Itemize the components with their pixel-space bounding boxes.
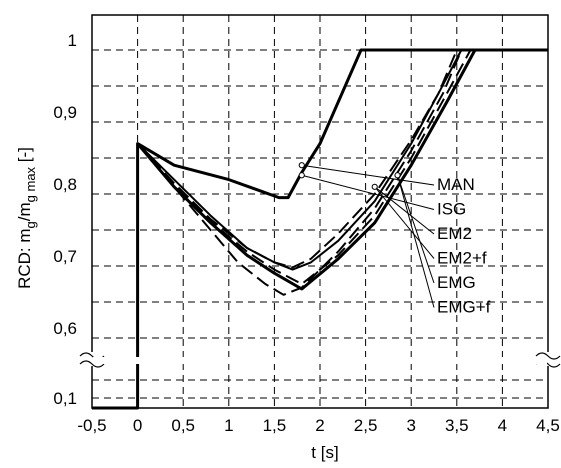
x-tick-label: 0: [133, 416, 142, 435]
series-lines: [92, 48, 548, 410]
legend-label-emg: EMG: [437, 273, 476, 292]
y-tick-label: 0,7: [53, 247, 77, 266]
legend: MAN ISG EM2 EM2+f EMG EMG+f: [437, 175, 491, 317]
plot-frame: [91, 14, 549, 409]
x-tick-label: 0,5: [171, 416, 195, 435]
x-tick-label: 2: [315, 416, 324, 435]
annotation-marker: [298, 162, 305, 169]
y-axis-label-base: RCD: m: [15, 228, 34, 288]
x-tick-label: -0,5: [77, 416, 106, 435]
y-tick-label: 0,9: [53, 103, 77, 122]
axis-break-mark: [535, 352, 561, 360]
x-tick-label: 3: [406, 416, 415, 435]
x-tick-label: 1: [224, 416, 233, 435]
annotation-marker: [394, 172, 401, 179]
legend-leader-line: [397, 175, 435, 308]
y-tick-label: 0,8: [53, 175, 77, 194]
y-tick-label: 0,1: [53, 389, 77, 408]
legend-leader-line: [374, 186, 435, 259]
x-tick-label: 1,5: [263, 416, 287, 435]
series-line-man: [92, 48, 548, 410]
y-tick-labels: 0,1 0,6 0,7 0,8 0,9 1: [53, 31, 77, 408]
legend-leader-line: [374, 186, 435, 235]
plot-border: [91, 14, 549, 409]
axis-break-band: [93, 357, 547, 364]
legend-leaders: [298, 162, 435, 308]
x-tick-label: 2,5: [354, 416, 378, 435]
legend-label-emg-plus-f: EMG+f: [437, 298, 491, 317]
legend-label-em2-plus-f: EM2+f: [437, 249, 487, 268]
legend-label-em2: EM2: [437, 224, 472, 243]
series-line-isg: [136, 49, 463, 271]
series-line-em2: [136, 49, 458, 269]
legend-leader-line: [301, 164, 435, 186]
y-axis-label-unit: [-]: [15, 147, 34, 167]
x-tick-label: 3,5: [445, 416, 469, 435]
grid: [91, 15, 549, 408]
y-axis-label-sub1: g: [23, 221, 38, 228]
y-tick-label: 0,6: [53, 319, 77, 338]
x-tick-labels: -0,5 0 0,5 1 1,5 2 2,5 3 3,5 4 4,5: [77, 416, 559, 435]
series-line-emg-plus-f: [136, 49, 472, 285]
series-line-em2-plus-f: [136, 49, 463, 296]
legend-leader-line: [301, 174, 435, 210]
axis-break-mark: [79, 360, 105, 368]
y-tick-label: 1: [68, 31, 77, 50]
annotation-marker: [371, 183, 378, 190]
x-tick-label: 4,5: [536, 416, 560, 435]
y-axis-label: RCD: mg/mg max [-]: [15, 147, 38, 289]
y-axis-label-mid: /m: [15, 202, 34, 221]
x-axis-label: t [s]: [311, 443, 338, 462]
legend-leader-line: [397, 175, 435, 284]
axis-breaks: [79, 352, 561, 368]
legend-label-isg: ISG: [437, 200, 466, 219]
y-axis-label-sub2: g max: [23, 166, 38, 202]
x-tick-label: 4: [498, 416, 507, 435]
annotation-marker: [298, 172, 305, 179]
legend-label-man: MAN: [437, 175, 475, 194]
